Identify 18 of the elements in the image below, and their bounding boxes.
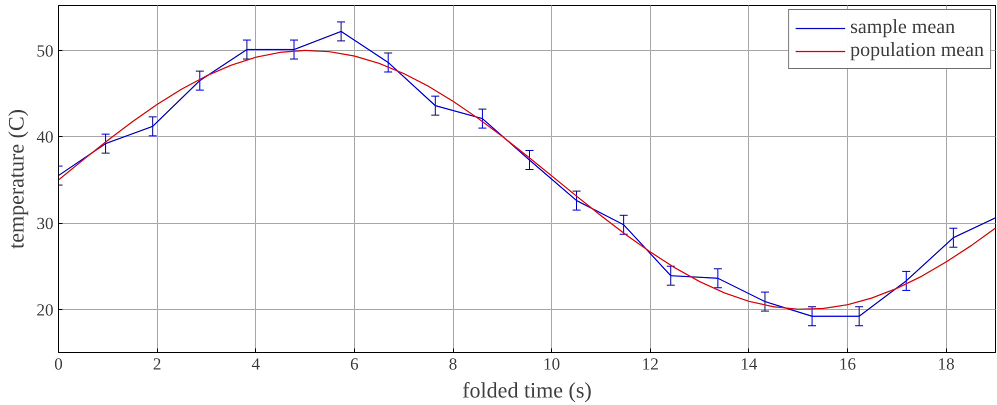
legend-label: population mean	[850, 39, 984, 62]
x-tick-label: 0	[54, 354, 63, 374]
x-tick-label: 16	[839, 354, 856, 374]
x-tick-label: 2	[152, 354, 162, 374]
x-tick-label: 18	[938, 354, 955, 374]
y-axis-title: temperature (C)	[4, 109, 28, 249]
y-tick-label: 40	[36, 128, 54, 147]
y-tick-label: 20	[36, 300, 54, 320]
x-tick-label: 6	[350, 354, 359, 374]
legend-label: sample mean	[850, 16, 956, 39]
x-tick-label: 12	[642, 354, 659, 374]
y-tick-label: 30	[36, 214, 54, 234]
x-tick-label: 10	[543, 354, 560, 374]
y-tick-label: 50	[36, 41, 54, 60]
x-tick-label: 8	[448, 354, 458, 374]
x-axis-title: folded time (s)	[462, 378, 592, 402]
x-tick-label: 4	[252, 354, 261, 374]
x-tick-label: 14	[740, 354, 758, 374]
